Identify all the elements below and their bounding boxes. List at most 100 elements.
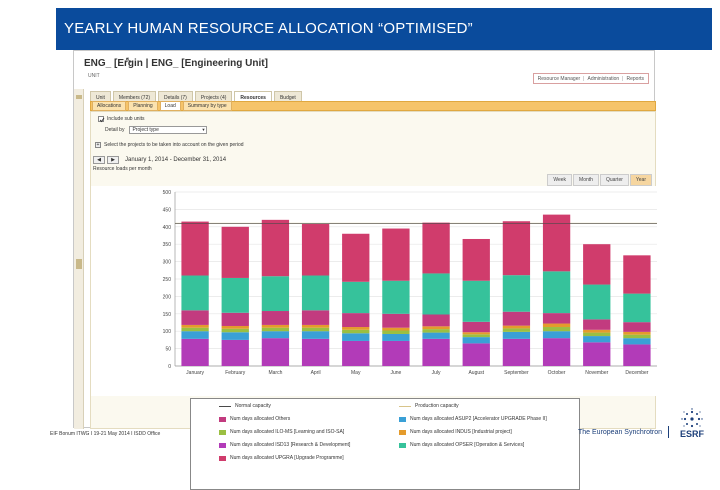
bar-segment <box>301 331 330 339</box>
y-tick-label: 400 <box>163 225 172 231</box>
chevron-down-icon: ▼ <box>201 127 206 132</box>
bar-segment <box>542 331 571 339</box>
subtab-planning[interactable]: Planning <box>128 101 158 111</box>
bar-segment <box>583 342 611 366</box>
sidebar-handle-icon[interactable] <box>76 95 82 99</box>
bar-segment <box>462 280 490 322</box>
link-administration[interactable]: Administration <box>587 75 620 82</box>
chart-svg: 0 50 100 150 200 250 300 350 400 450 500 January Feb… <box>163 190 657 376</box>
bar-segment <box>181 331 209 339</box>
bar-segment <box>181 275 209 311</box>
y-tick-label: 50 <box>165 347 171 353</box>
legend-label: Normal capacity <box>235 403 271 409</box>
slide-footer: EIF Bonum ITWG I 19-21 May 2014 I ISDD O… <box>50 431 161 437</box>
link-resource-manager[interactable]: Resource Manager <box>537 75 581 82</box>
slide-title: YEARLY HUMAN RESOURCE ALLOCATION “OPTIMI… <box>64 20 473 37</box>
check-icon <box>99 117 105 123</box>
legend-ilo-ms: Num days allocated ILO-MS [Learning and … <box>219 429 344 435</box>
x-tick-label: May <box>351 370 361 376</box>
legend-label: Num days allocated ASUP2 [Accelerator UP… <box>410 416 547 422</box>
detail-by-value: Project type <box>132 127 159 133</box>
legend-label: Num days allocated INDUS [Industrial pro… <box>410 429 512 435</box>
detail-by-select[interactable]: Project type ▼ <box>129 126 208 134</box>
bar-segment <box>583 336 611 343</box>
bar-segment <box>221 312 249 326</box>
link-separator: | <box>622 75 624 82</box>
bar-segment <box>261 276 290 312</box>
bar-segment <box>623 331 651 335</box>
detail-by-label: Detail by <box>105 127 125 133</box>
header-accent <box>53 8 56 50</box>
bar-segment <box>542 214 571 272</box>
previous-period-button[interactable]: ◀ <box>93 156 105 164</box>
period-month[interactable]: Month <box>573 174 599 186</box>
date-range: January 1, 2014 - December 31, 2014 <box>125 157 227 163</box>
bar-segment <box>542 327 571 332</box>
select-projects-label: Select the projects to be taken into acc… <box>104 142 244 148</box>
y-tick-label: 300 <box>163 260 172 266</box>
bar-segment <box>542 271 571 314</box>
y-tick-label: 500 <box>163 190 172 196</box>
bar-segment <box>221 325 249 329</box>
legend-opser: Num days allocated OPSER [Operation & Se… <box>399 442 524 448</box>
subtab-summary-by-type[interactable]: Summary by type <box>182 101 232 111</box>
bar-segment <box>462 343 490 366</box>
bar-segment <box>342 333 370 341</box>
bar-segment <box>502 328 531 332</box>
bar-segment <box>261 327 290 332</box>
collapsed-sidebar[interactable] <box>74 89 84 429</box>
bar-segment <box>301 275 330 311</box>
period-week[interactable]: Week <box>547 174 573 186</box>
bar-segment <box>623 293 651 323</box>
period-quarter[interactable]: Quarter <box>599 174 629 186</box>
y-tick-label: 100 <box>163 329 172 335</box>
unit-subtitle: UNIT <box>88 73 100 79</box>
bar-segment <box>342 233 370 282</box>
select-projects-row: + Select the projects to be taken into a… <box>95 142 244 148</box>
app-window: ENG_ [Ergin | ENG_ [Engineering Unit] UN… <box>73 50 657 490</box>
expand-toggle-icon[interactable]: + <box>95 142 101 148</box>
legend-normal-capacity: Normal capacity <box>219 403 271 409</box>
subtab-allocations[interactable]: Allocations <box>92 101 127 111</box>
load-panel: Include sub units Detail by Project type… <box>90 111 657 490</box>
sidebar-splitter-icon[interactable] <box>76 259 82 269</box>
bar-segment <box>181 221 209 276</box>
bar-segment <box>583 244 611 285</box>
legend-asup2: Num days allocated ASUP2 [Accelerator UP… <box>399 416 547 422</box>
link-separator: | <box>583 75 585 82</box>
esrf-logo-text: ESRF <box>679 429 704 439</box>
bar-segment <box>382 330 410 334</box>
x-tick-label: July <box>432 370 441 376</box>
bar-segment <box>301 327 330 332</box>
bar-segment <box>181 327 209 332</box>
legend-swatch <box>399 416 406 422</box>
legend-label: Num days allocated UPGRA [Upgrade Progra… <box>230 455 344 461</box>
next-period-button[interactable]: ▶ <box>107 156 119 164</box>
subtab-load[interactable]: Load <box>159 101 181 111</box>
legend-line-production <box>399 405 411 407</box>
bar-segment <box>623 255 651 294</box>
x-tick-label: January <box>186 370 204 376</box>
bar-segment <box>301 338 330 366</box>
bar-segment <box>221 328 249 333</box>
bar-segment <box>542 313 571 324</box>
bar-segment <box>221 332 249 340</box>
esrf-logo-icon <box>681 408 703 428</box>
bar-segment <box>382 228 410 281</box>
tagline-separator <box>668 426 669 438</box>
bar-segment <box>502 331 531 339</box>
link-reports[interactable]: Reports <box>626 75 644 82</box>
y-tick-label: 350 <box>163 242 172 248</box>
bar-segment <box>422 314 450 327</box>
unit-title: ENG_ [Ergin | ENG_ [Engineering Unit] <box>84 58 268 69</box>
detail-by-row: Detail by Project type ▼ <box>105 126 208 134</box>
include-sub-units-checkbox[interactable] <box>98 116 105 123</box>
y-tick-label: 250 <box>163 277 172 283</box>
legend-label: Num days allocated Others <box>230 416 291 422</box>
bar-segment <box>623 334 651 339</box>
y-tick-label: 0 <box>168 364 171 370</box>
legend-indus: Num days allocated INDUS [Industrial pro… <box>399 429 512 435</box>
period-year[interactable]: Year <box>629 174 652 186</box>
bar-segment <box>382 340 410 366</box>
y-tick-label: 150 <box>163 312 172 318</box>
